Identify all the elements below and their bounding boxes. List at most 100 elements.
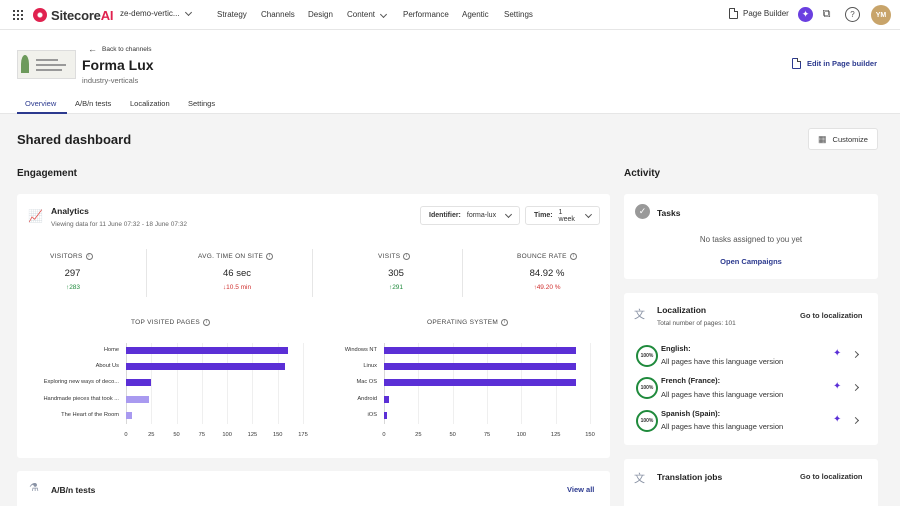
document-icon [729,8,738,19]
view-all-button[interactable]: View all [567,485,595,494]
document-icon [792,58,801,69]
tab-overview[interactable]: Overview [25,99,57,108]
info-icon[interactable]: i [85,253,93,260]
spanish-desc: All pages have this language version [661,422,784,431]
engagement-heading: Engagement [17,168,78,179]
metric-bounce-delta: ↑49.20 % [533,284,561,291]
go-to-localization-button[interactable]: Go to localization [800,472,863,481]
analytics-card [17,194,610,458]
sparkle-icon[interactable]: ✦ [833,414,842,425]
ai-assistant-icon[interactable]: ✦ [798,7,813,22]
site-thumbnail [17,50,76,79]
tasks-empty-text: No tasks assigned to you yet [699,235,803,244]
flask-icon: ⚗ [29,482,39,494]
bar [384,347,577,354]
page-builder-label: Page Builder [743,9,789,18]
spanish-progress-ring: 100% [636,410,658,432]
category-label: Home [103,347,119,353]
back-to-channels-link[interactable]: ← Back to channels [88,44,152,54]
bar [384,379,577,387]
tick-label: 50 [449,432,456,438]
app-switcher-icon[interactable] [13,10,23,20]
translation-title: Translation jobs [657,472,723,482]
nav-content[interactable]: Content [347,10,388,19]
os-chart-title-text: OPERATING SYSTEM [427,319,499,326]
help-icon[interactable]: ? [845,7,860,22]
metric-visits-delta: ↑291 [388,284,404,291]
tab-abn-tests[interactable]: A/B/n tests [75,99,112,108]
go-to-localization-button[interactable]: Go to localization [800,311,863,320]
metric-bounce-delta-text: 49.20 % [536,284,561,291]
analytics-title: Analytics [51,206,89,216]
nav-settings[interactable]: Settings [504,10,533,19]
edit-label: Edit in Page builder [807,59,878,68]
arrow-left-icon: ← [88,44,97,54]
brand-suffix: AI [100,7,114,23]
metric-time-value: 46 sec [223,268,251,279]
french-title: French (France): [661,376,721,385]
metric-visitors-delta: ↑283 [65,284,81,291]
metric-time-label: AVG. TIME ON SITE i [198,253,274,260]
page-builder-button[interactable]: Page Builder [729,8,789,19]
info-icon[interactable]: i [203,319,211,326]
divider [462,249,463,297]
metric-time-label-text: AVG. TIME ON SITE [198,253,264,260]
metric-time-delta-text: 10.5 min [226,284,252,291]
info-icon[interactable]: i [403,253,411,260]
english-desc: All pages have this language version [661,357,784,366]
edit-in-page-builder-button[interactable]: Edit in Page builder [792,58,877,69]
nav-performance[interactable]: Performance [403,10,449,19]
sitecore-logo[interactable]: SitecoreAI [33,6,114,24]
category-label: Exploring new ways of deco... [43,379,119,386]
metric-bounce-label-text: BOUNCE RATE [517,253,567,260]
nav-strategy[interactable]: Strategy [217,10,247,19]
tab-settings[interactable]: Settings [188,99,216,108]
avatar[interactable]: YM [871,5,891,25]
sparkle-icon[interactable]: ✦ [833,381,842,392]
bar [384,411,387,419]
tick-label: 175 [298,432,308,438]
time-value: 1 week [558,208,575,223]
tick-label: 100 [222,432,232,438]
nav-channels[interactable]: Channels [261,10,295,19]
translation-jobs-card [624,459,878,506]
sitecore-logo-icon [33,8,47,22]
site-title: Forma Lux [82,57,154,73]
time-select[interactable]: Time: 1 week [525,206,600,225]
os-chart-title: OPERATING SYSTEM i [427,319,509,326]
brand-prefix: Sitecore [51,7,101,23]
metric-visitors-label-text: VISITORS [50,253,83,260]
identifier-select[interactable]: Identifier: forma-lux [420,206,520,225]
customize-label: Customize [832,134,868,144]
info-icon[interactable]: i [569,253,577,260]
info-icon[interactable]: i [501,319,509,326]
tick-label: 150 [272,432,283,438]
analytics-subtitle: Viewing data for 11 June 07:32 - 18 June… [51,221,187,228]
customize-button[interactable]: ▦ Customize [808,128,878,150]
site-selector[interactable]: ze-demo-vertic... [120,8,192,18]
identifier-value: forma-lux [466,212,497,219]
bar [126,347,288,354]
bar [126,363,285,371]
metric-visitors-delta-text: 283 [69,284,81,291]
metric-bounce-value: 84.92 % [529,268,565,279]
open-campaigns-button[interactable]: Open Campaigns [720,257,782,266]
english-title: English: [661,344,691,353]
activity-heading: Activity [624,168,661,179]
nav-agentic[interactable]: Agentic [462,10,489,19]
bar [126,411,133,419]
info-icon[interactable]: i [266,253,274,260]
nav-design[interactable]: Design [308,10,333,19]
puzzle-icon[interactable]: ⧉ [822,8,831,20]
french-progress-ring: 100% [636,377,658,399]
english-progress-ring: 100% [636,345,658,367]
chevron-down-icon [184,8,192,16]
metric-bounce-label: BOUNCE RATE i [517,253,577,260]
metric-visitors-label: VISITORS i [50,253,93,260]
divider [312,249,313,297]
tab-localization[interactable]: Localization [130,99,170,108]
bar [384,363,577,371]
category-label: About Us [95,363,119,370]
gridline [590,343,591,424]
sparkle-icon[interactable]: ✦ [833,348,842,359]
